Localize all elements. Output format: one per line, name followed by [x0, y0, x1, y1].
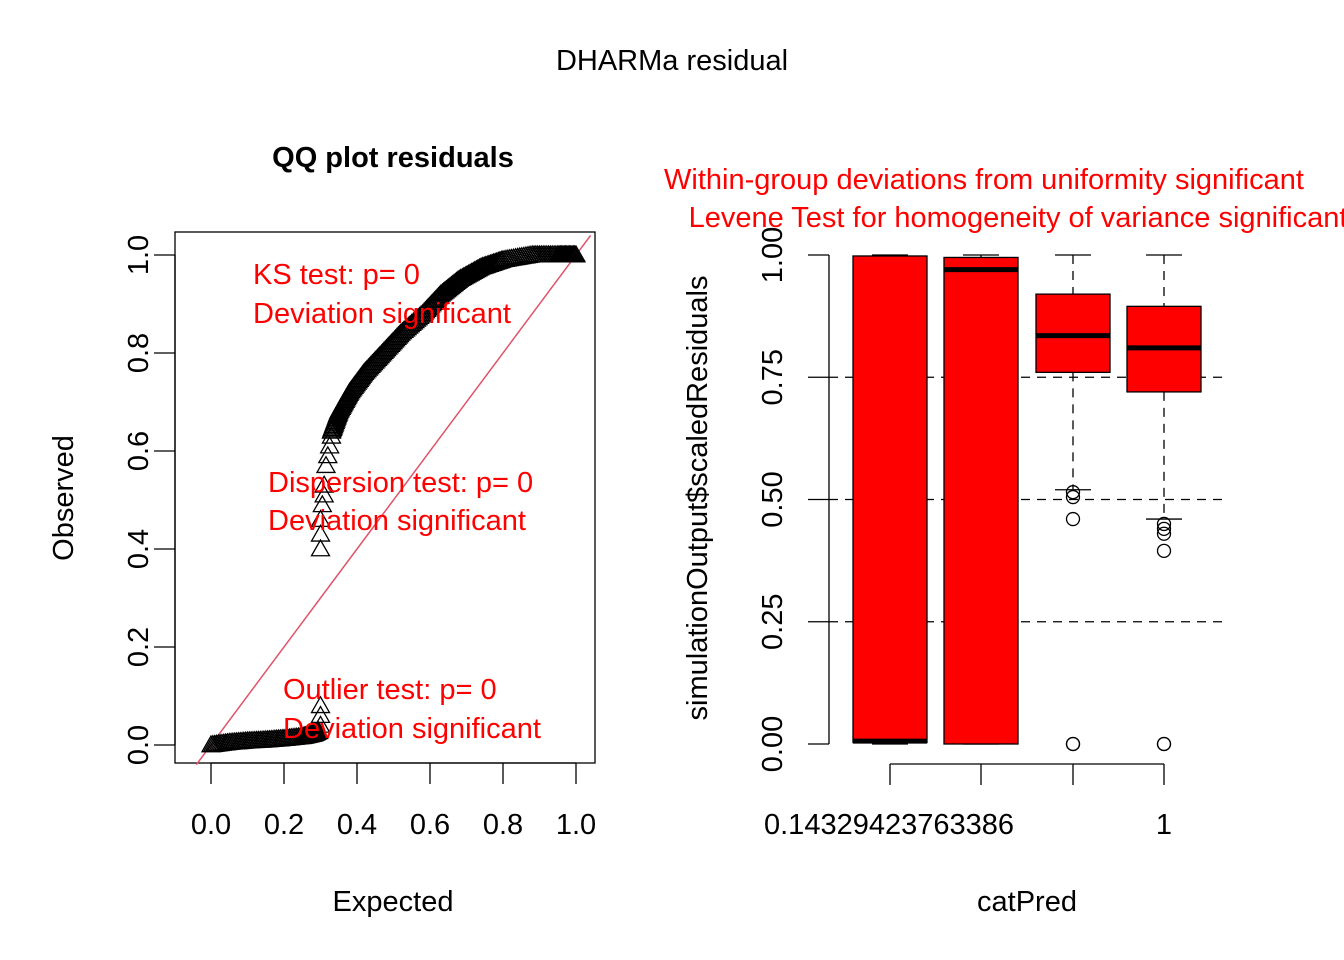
qq-axis-ticks: 0.0 0.2 0.4 0.6 0.8 1.0 0.0 0.2 0.4 0.6 0.8 1.0 — [123, 235, 596, 841]
boxplot-y-tick-label: 0.00 — [757, 716, 789, 772]
ks-test-line-2: Deviation significant — [253, 298, 511, 330]
boxplot-x-tick-label: 1 — [1156, 809, 1172, 841]
qq-y-tick-label: 0.8 — [123, 333, 155, 373]
box-outlier — [1156, 521, 1172, 536]
outlier-test-line-2: Deviation significant — [283, 713, 541, 745]
qq-point — [310, 538, 331, 557]
qq-point — [312, 494, 333, 513]
qq-x-tick-label: 0.6 — [410, 809, 450, 841]
outlier-test-line-1: Outlier test: p= 0 — [283, 674, 497, 706]
boxplot-boxes — [852, 254, 1202, 752]
boxplot-panel: Within-group deviations from uniformity … — [664, 164, 1344, 918]
ks-test-annotation: KS test: p= 0 Deviation significant — [253, 259, 511, 330]
figure-title: DHARMa residual — [556, 45, 788, 77]
box-outlier — [1065, 489, 1081, 505]
boxplot-group — [852, 254, 928, 745]
outlier-test-annotation: Outlier test: p= 0 Deviation significant — [283, 674, 541, 745]
qq-y-tick-label: 1.0 — [123, 235, 155, 275]
boxplot-ylabel: simulationOutput$scaledResiduals — [682, 276, 714, 721]
boxplot-title-line-2: Levene Test for homogeneity of variance … — [689, 202, 1344, 234]
boxplot-y-tick-label: 0.25 — [757, 594, 789, 650]
boxplot-x-tick-label: 0.14329423763386 — [764, 809, 1014, 841]
boxplot-y-tick-label: 1.00 — [757, 227, 789, 283]
qq-point — [319, 435, 340, 454]
box-outlier — [1065, 736, 1081, 752]
qq-point — [310, 705, 331, 723]
boxplot-group — [1035, 254, 1111, 752]
qq-point — [310, 523, 331, 542]
qq-y-tick-label: 0.0 — [123, 725, 155, 765]
qq-panel: QQ plot residuals 0.0 0.2 0.4 0.6 0.8 1.00.00… — [48, 142, 596, 918]
qq-point — [310, 715, 331, 733]
qq-point — [314, 484, 335, 503]
qq-point — [565, 244, 587, 263]
box-body — [852, 255, 928, 744]
qq-ylabel: Observed — [48, 435, 80, 561]
qq-x-tick-label: 0.4 — [337, 809, 377, 841]
boxplot-xlabel: catPred — [977, 886, 1077, 918]
qq-point — [315, 455, 337, 474]
box-outlier — [1156, 736, 1172, 752]
qq-point — [310, 695, 331, 714]
qq-points — [200, 244, 587, 753]
qq-y-tick-label: 0.2 — [123, 627, 155, 667]
qq-x-tick-label: 0.2 — [264, 809, 304, 841]
qq-title: QQ plot residuals — [272, 142, 514, 174]
dispersion-test-line-1: Dispersion test: p= 0 — [268, 467, 533, 499]
box-body — [943, 256, 1019, 745]
dispersion-test-line-2: Deviation significant — [268, 505, 526, 537]
box-outlier — [1156, 516, 1172, 532]
boxplot-title: Within-group deviations from uniformity … — [664, 164, 1344, 234]
boxplot-y-tick-label: 0.75 — [757, 349, 789, 405]
qq-x-tick-label: 0.8 — [483, 809, 523, 841]
qq-x-tick-label: 0.0 — [191, 809, 231, 841]
box-outlier — [1065, 511, 1081, 527]
boxplot-group — [943, 254, 1019, 745]
boxplot-axis-ticks: 0.00 0.25 0.50 0.75 1.00 0.14329423763386 1 — [757, 227, 1172, 841]
boxplot-title-line-1: Within-group deviations from uniformity … — [664, 164, 1304, 196]
boxplot-group — [1126, 254, 1202, 752]
box-outlier — [1065, 485, 1081, 500]
qq-y-tick-label: 0.6 — [123, 431, 155, 471]
box-outlier — [1156, 526, 1172, 541]
qq-point — [310, 509, 331, 527]
qq-y-tick-label: 0.4 — [123, 529, 155, 569]
qq-point — [308, 720, 329, 739]
qq-reference-line — [195, 234, 592, 766]
qq-xlabel: Expected — [333, 886, 454, 918]
qq-point — [317, 445, 338, 464]
ks-test-line-1: KS test: p= 0 — [253, 259, 420, 291]
dispersion-test-annotation: Dispersion test: p= 0 Deviation signific… — [268, 467, 541, 537]
box-outlier — [1156, 543, 1172, 558]
boxplot-y-tick-label: 0.50 — [757, 471, 789, 527]
qq-point — [314, 474, 335, 493]
qq-x-tick-label: 1.0 — [556, 809, 596, 841]
